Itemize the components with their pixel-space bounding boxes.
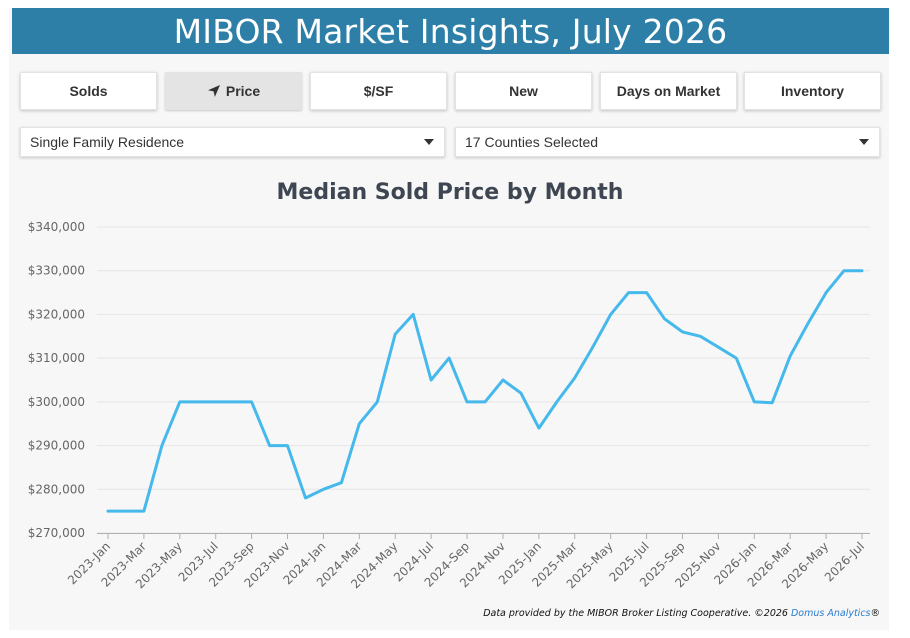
tab-inventory[interactable]: Inventory — [744, 72, 881, 110]
tab-label: Price — [225, 83, 261, 99]
property-type-select[interactable]: Single Family Residence — [20, 127, 445, 157]
y-tick-label: $320,000 — [28, 307, 85, 321]
page-title: MIBOR Market Insights, July 2026 — [173, 11, 728, 51]
tab-price-per-sqft[interactable]: $/SF — [310, 72, 447, 110]
y-tick-label: $280,000 — [28, 482, 85, 496]
header-banner: MIBOR Market Insights, July 2026 — [12, 8, 889, 54]
property-type-value: Single Family Residence — [30, 134, 185, 150]
tab-days-on-market[interactable]: Days on Market — [600, 72, 737, 110]
attribution-text: Data provided by the MIBOR Broker Listin… — [483, 608, 791, 619]
tab-solds[interactable]: Solds — [20, 72, 157, 110]
tab-label: New — [509, 83, 538, 99]
tab-label: Inventory — [780, 83, 844, 99]
y-tick-label: $330,000 — [28, 264, 85, 278]
tab-label: Days on Market — [616, 83, 721, 99]
y-tick-label: $270,000 — [28, 526, 85, 540]
location-arrow-icon — [207, 85, 220, 97]
tab-label: $/SF — [363, 83, 394, 99]
tab-label: Solds — [69, 83, 108, 99]
caret-down-icon — [859, 139, 869, 145]
series-line-median-sold-price — [106, 269, 864, 513]
chart-title: Median Sold Price by Month — [276, 180, 624, 205]
x-tick-label: 2026-Jul — [822, 539, 867, 584]
data-attribution: Data provided by the MIBOR Broker Listin… — [483, 608, 880, 619]
report-panel — [9, 8, 889, 630]
caret-down-icon — [424, 139, 434, 145]
counties-value: 17 Counties Selected — [465, 134, 599, 150]
counties-select[interactable]: 17 Counties Selected — [455, 127, 880, 157]
y-tick-label: $300,000 — [28, 395, 85, 409]
domus-analytics-link[interactable]: Domus Analytics — [790, 608, 871, 619]
tab-new[interactable]: New — [455, 72, 592, 110]
y-tick-label: $340,000 — [28, 220, 85, 234]
registered-mark: ® — [870, 608, 881, 619]
y-tick-label: $310,000 — [28, 351, 85, 365]
y-tick-label: $290,000 — [28, 439, 85, 453]
tab-price[interactable]: Price — [165, 72, 302, 110]
metric-tabs: Solds Price $/SF New Days on Market Inve… — [20, 72, 881, 110]
